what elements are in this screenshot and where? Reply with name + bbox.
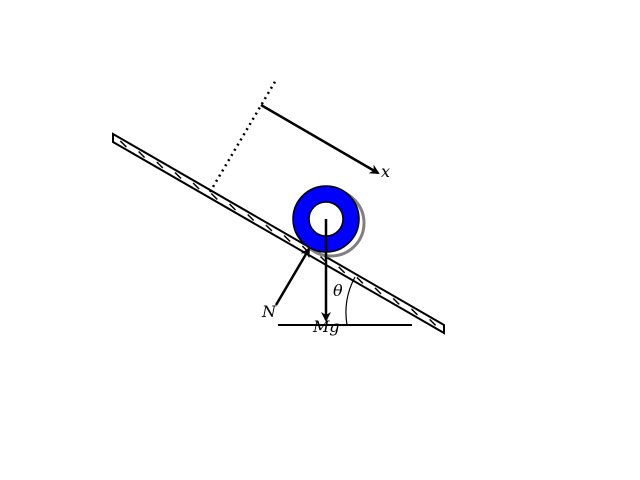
hatch-mark bbox=[356, 276, 364, 284]
hatch-mark bbox=[283, 234, 291, 243]
normal-force-arrow bbox=[274, 247, 311, 306]
hatch-mark bbox=[119, 140, 127, 148]
hatch-mark bbox=[192, 182, 200, 190]
weight-label: Mg bbox=[312, 317, 340, 336]
hatch-mark bbox=[265, 224, 273, 232]
hatch-mark bbox=[247, 213, 255, 222]
hatch-mark bbox=[374, 287, 382, 295]
hatch-mark bbox=[429, 318, 437, 326]
x-axis-label: x bbox=[381, 162, 390, 181]
angle-label: θ bbox=[333, 281, 343, 300]
x-axis-arrow bbox=[260, 103, 380, 175]
normal-force-label: N bbox=[261, 302, 277, 321]
hatch-mark bbox=[410, 308, 418, 316]
dotted-reference-line bbox=[208, 79, 278, 193]
hatch-mark bbox=[156, 161, 164, 169]
hatch-mark bbox=[338, 266, 346, 274]
hatch-mark bbox=[174, 171, 182, 180]
hatch-mark bbox=[392, 297, 400, 305]
angle-arc bbox=[345, 276, 356, 326]
hatch-mark bbox=[228, 203, 237, 211]
hatch-mark bbox=[210, 192, 218, 201]
hatch-mark bbox=[138, 150, 146, 159]
